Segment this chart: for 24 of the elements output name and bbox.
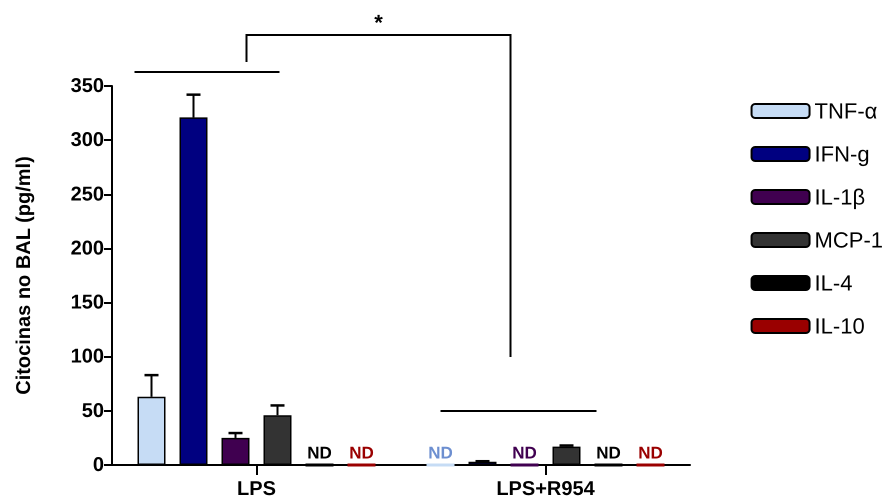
legend-label: MCP-1	[814, 228, 884, 252]
y-tick-label: 300	[70, 129, 104, 152]
data-label: ND	[512, 444, 537, 462]
data-label: ND	[307, 444, 332, 462]
text: *	[374, 10, 384, 35]
data-label: ND	[349, 444, 374, 462]
y-tick-label: 250	[70, 183, 104, 206]
legend-label: IL-4	[814, 270, 852, 296]
y-tick-label: 0	[92, 454, 104, 476]
y-tick-label: 150	[70, 292, 104, 314]
y-tick-label: 50	[82, 400, 104, 422]
y-axis-title: Citocinas no BAL (pg/ml)	[13, 156, 35, 395]
y-tick-label: 100	[70, 346, 104, 368]
x-tick-label: LPS+R954	[496, 478, 596, 500]
x-tick-label: LPS	[237, 478, 276, 500]
legend-label: IFN-g	[814, 142, 870, 166]
y-tick-label: 200	[70, 237, 104, 260]
y-tick-label: 350	[70, 75, 104, 97]
data-label: ND	[596, 444, 621, 462]
legend-label: IL-1β	[814, 184, 866, 210]
legend-label: TNF-α	[814, 98, 878, 124]
data-label: ND	[638, 444, 663, 462]
legend-label: IL-10	[814, 314, 865, 338]
data-label: ND	[428, 444, 453, 462]
